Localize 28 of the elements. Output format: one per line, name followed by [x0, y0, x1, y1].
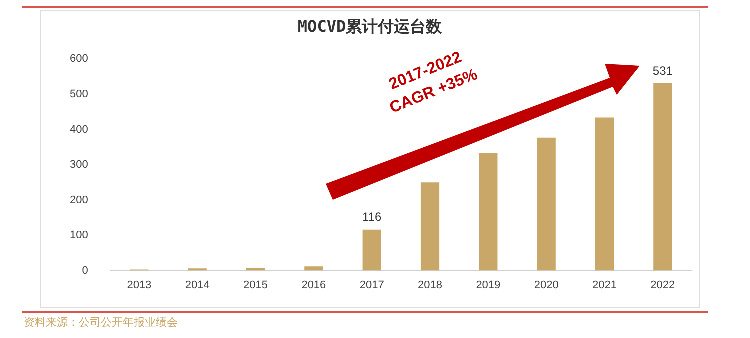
data-label: 116 [362, 210, 382, 224]
x-tick-label: 2017 [360, 279, 384, 292]
bar [595, 118, 614, 271]
x-tick-label: 2016 [302, 279, 326, 292]
x-tick-label: 2020 [534, 279, 559, 292]
x-tick-label: 2018 [418, 279, 442, 292]
bar [362, 230, 382, 271]
bar [420, 182, 440, 271]
text: 资料来源：公司公开年报业绩会 [24, 315, 178, 330]
bar [304, 266, 324, 271]
bar [479, 153, 498, 271]
x-tick-label: 2013 [127, 279, 152, 292]
x-tick-label: 2015 [244, 279, 268, 292]
x-tick-label: 2022 [650, 279, 676, 292]
y-tick-label: 600 [70, 53, 88, 66]
data-label: 531 [652, 64, 674, 78]
chart-title: MOCVD累计付运台数 [298, 16, 444, 36]
bar [654, 84, 672, 271]
y-tick-label: 200 [70, 194, 88, 206]
x-tick-label: 2014 [185, 279, 210, 292]
x-tick-label: 2021 [592, 279, 617, 292]
x-tick-label: 2019 [476, 279, 501, 292]
y-tick-label: 400 [70, 124, 88, 136]
bar [537, 138, 556, 271]
y-tick-label: 500 [70, 88, 88, 100]
y-tick-label: 300 [70, 159, 88, 172]
y-tick-label: 0 [82, 264, 88, 277]
y-tick-label: 100 [70, 230, 88, 242]
